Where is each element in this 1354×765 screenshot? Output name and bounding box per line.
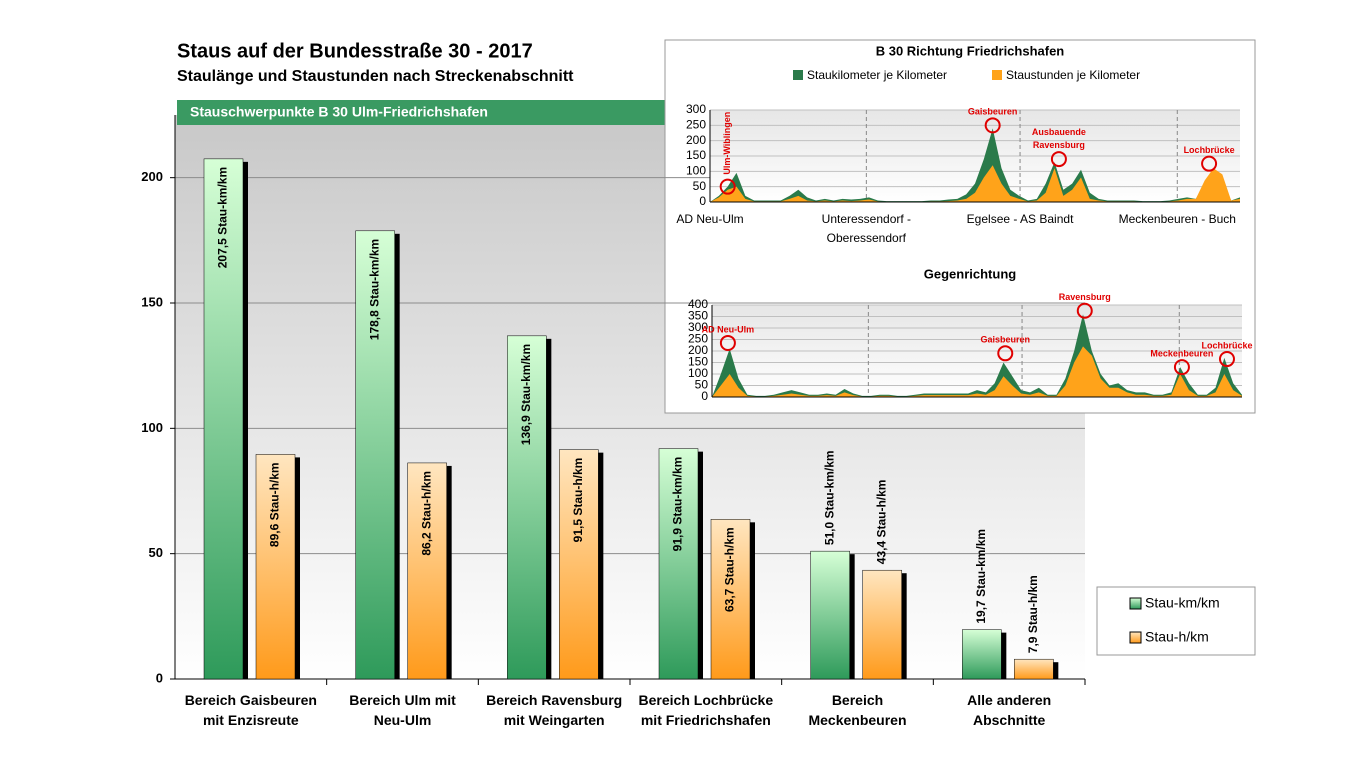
area	[710, 165, 1240, 202]
y-tick-label: 250	[688, 332, 708, 346]
legend	[1096, 586, 1256, 656]
bar	[862, 569, 902, 680]
annotation-circle	[1173, 359, 1190, 376]
annotation-circle	[997, 345, 1014, 362]
x-tick-label: Unteressendorf -Oberessendorf	[822, 212, 911, 245]
value-label: 7,9 Stau-h/km	[1026, 575, 1040, 653]
value-label: 19,7 Stau-km/km	[974, 529, 988, 624]
annotation-circle	[1218, 351, 1235, 368]
annotation: Lochbrücke	[1201, 340, 1252, 350]
chart-title: B 30 Richtung Friedrichshafen	[876, 43, 1065, 58]
y-tick-label: 150	[141, 294, 163, 309]
x-tick-label: Bereich Gaisbeuren mit Enzisreute	[185, 692, 317, 728]
y-tick-label: 200	[688, 343, 708, 357]
legend-swatch	[1129, 631, 1142, 644]
annotation-circle	[984, 117, 1001, 134]
area	[712, 314, 1242, 397]
x-tick-label: AD Neu-Ulm	[676, 212, 743, 226]
y-tick-label: 0	[699, 194, 706, 208]
y-tick-label: 250	[686, 118, 706, 132]
area	[710, 128, 1240, 202]
y-tick-label: 200	[141, 169, 163, 184]
annotation-circle	[1076, 302, 1093, 319]
bar	[255, 454, 296, 680]
value-label: 86,2 Stau-h/km	[419, 471, 433, 556]
annotation: Ulm-Wiblingen	[722, 112, 732, 175]
banner-text: Stauschwerpunkte B 30 Ulm-Friedrichshafe…	[190, 104, 488, 120]
y-tick-label: 200	[686, 133, 706, 147]
chart-title: Gegenrichtung	[924, 266, 1017, 281]
x-tick-label: Bereich Ulm mit Neu-Ulm	[349, 692, 456, 728]
bar	[658, 448, 699, 680]
value-label: 51,0 Stau-km/km	[822, 450, 836, 545]
y-tick-label: 150	[686, 148, 706, 162]
bar	[962, 629, 1002, 680]
annotation-circle	[1201, 155, 1218, 172]
annotation-circle	[1050, 151, 1067, 168]
banner	[177, 100, 682, 125]
chart-title: Staus auf der Bundesstraße 30 - 2017	[177, 40, 533, 62]
legend-label: Stau-h/km	[1145, 629, 1209, 645]
legend-swatch	[1129, 597, 1142, 610]
bar	[507, 335, 547, 680]
x-tick-label: Alle anderen Abschnitte	[967, 692, 1051, 728]
bar	[810, 550, 850, 680]
bar	[407, 462, 447, 680]
bar	[203, 158, 244, 680]
annotation: Meckenbeuren	[1150, 348, 1213, 358]
value-label: 91,9 Stau-km/km	[671, 457, 685, 552]
y-tick-label: 100	[141, 420, 163, 435]
bar	[710, 519, 751, 680]
legend-swatch	[992, 70, 1002, 80]
value-label: 178,8 Stau-km/km	[367, 239, 381, 340]
legend-label: Staustunden je Kilometer	[1006, 68, 1140, 82]
value-label: 136,9 Stau-km/km	[519, 344, 533, 445]
y-tick-label: 400	[688, 297, 708, 311]
chart-subtitle: Staulänge und Staustunden nach Streckena…	[177, 68, 574, 85]
annotation: Ravensburg	[1059, 292, 1111, 302]
value-label: 91,5 Stau-h/km	[571, 458, 585, 543]
y-tick-label: 300	[686, 102, 706, 116]
y-tick-label: 50	[149, 545, 163, 560]
legend-swatch	[793, 70, 803, 80]
x-tick-label: Bereich Lochbrücke mit Friedrichshafen	[639, 692, 774, 728]
x-tick-label: Egelsee - AS Baindt	[967, 212, 1074, 226]
annotation: AD Neu-Ulm	[702, 324, 755, 334]
y-tick-label: 0	[156, 670, 163, 685]
bar	[355, 230, 395, 680]
x-tick-label: Meckenbeuren - Buch	[1119, 212, 1236, 226]
y-tick-label: 300	[688, 320, 708, 334]
value-label: 63,7 Stau-h/km	[723, 527, 737, 612]
y-tick-label: 100	[688, 366, 708, 380]
value-label: 207,5 Stau-km/km	[216, 167, 230, 268]
bar	[559, 449, 599, 680]
value-label: 89,6 Stau-h/km	[268, 462, 282, 547]
y-tick-label: 50	[693, 179, 707, 193]
bar	[1014, 658, 1054, 680]
annotation-circle	[719, 334, 736, 351]
y-tick-label: 350	[688, 309, 708, 323]
value-label: 43,4 Stau-h/km	[874, 480, 888, 565]
x-tick-label: Bereich Meckenbeuren	[808, 692, 906, 728]
y-tick-label: 150	[688, 355, 708, 369]
y-tick-label: 0	[701, 389, 708, 403]
y-tick-label: 100	[686, 164, 706, 178]
annotation-circle	[719, 178, 736, 195]
legend-label: Staukilometer je Kilometer	[807, 68, 947, 82]
annotation: Gaisbeuren	[968, 107, 1018, 117]
annotation: Lochbrücke	[1184, 145, 1235, 155]
x-tick-label: Bereich Ravensburg mit Weingarten	[486, 692, 622, 728]
y-tick-label: 50	[695, 378, 709, 392]
area	[712, 346, 1242, 397]
annotation: Ausbauende Ravensburg	[1032, 127, 1086, 150]
legend-label: Stau-km/km	[1145, 595, 1220, 611]
annotation: Gaisbeuren	[981, 335, 1031, 345]
